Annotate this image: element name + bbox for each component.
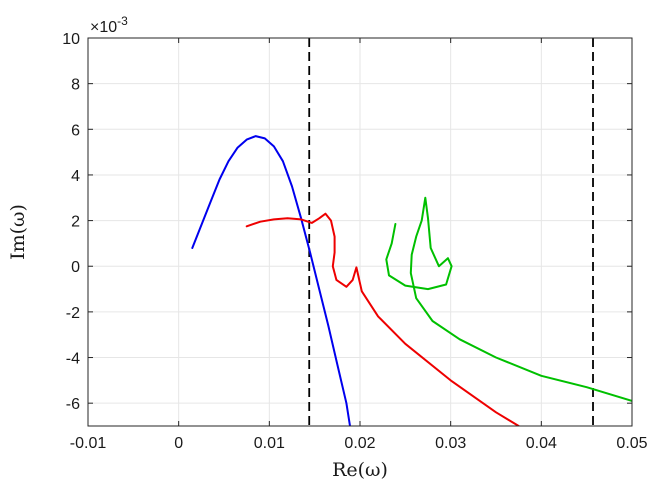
- y-axis-label: Im(ω): [7, 204, 29, 260]
- series-line-3: [385, 196, 632, 402]
- y-tick-label: 4: [71, 168, 80, 185]
- y-tick-label: 6: [71, 122, 80, 139]
- y-tick-label: 0: [71, 259, 80, 276]
- tick-labels: -0.01 0 0.01 0.02 0.03 0.04 0.05 -6 -4 -2 0 2 4 6 8 10: [62, 31, 647, 452]
- y-tick-label: 2: [71, 214, 80, 231]
- grid: [87, 37, 633, 426]
- x-tick-label: 0.05: [616, 435, 647, 452]
- y-scale-label: ×10-3: [90, 14, 128, 36]
- y-tick-label: 8: [71, 77, 80, 94]
- reference-lines: [308, 38, 594, 426]
- y-tick-label: -2: [66, 305, 80, 322]
- x-tick-label: 0.04: [526, 435, 557, 452]
- y-tick-label: -4: [66, 351, 80, 368]
- series-line-2: [245, 212, 520, 426]
- y-tick-label: 10: [62, 31, 80, 48]
- series-layer: [191, 135, 632, 426]
- x-tick-label: -0.01: [70, 435, 107, 452]
- x-axis-label: Re(ω): [332, 459, 388, 481]
- x-tick-label: 0.02: [344, 435, 375, 452]
- series-line-1: [191, 135, 351, 426]
- x-tick-label: 0: [174, 435, 183, 452]
- x-tick-label: 0.03: [435, 435, 466, 452]
- x-tick-label: 0.01: [254, 435, 285, 452]
- y-tick-label: -6: [66, 396, 80, 413]
- ticks: [87, 37, 633, 426]
